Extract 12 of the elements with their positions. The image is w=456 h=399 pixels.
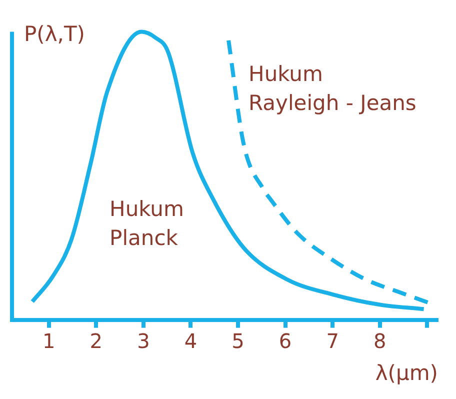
x-tick-label: 5 bbox=[232, 329, 244, 354]
x-tick-label: 4 bbox=[184, 329, 198, 354]
x-axis-title: λ(µm) bbox=[375, 360, 438, 385]
x-tick-label: 7 bbox=[326, 329, 339, 354]
y-axis-title: P(λ,T) bbox=[24, 22, 85, 46]
x-tick-label: 2 bbox=[90, 329, 103, 354]
x-tick-label: 8 bbox=[373, 329, 386, 354]
x-tick-label: 6 bbox=[278, 329, 292, 354]
series-label: Hukum Planck bbox=[110, 196, 184, 250]
series-label: Hukum Rayleigh - Jeans bbox=[248, 62, 416, 115]
x-tick-label: 3 bbox=[137, 329, 150, 354]
x-tick-label: 1 bbox=[42, 329, 56, 354]
